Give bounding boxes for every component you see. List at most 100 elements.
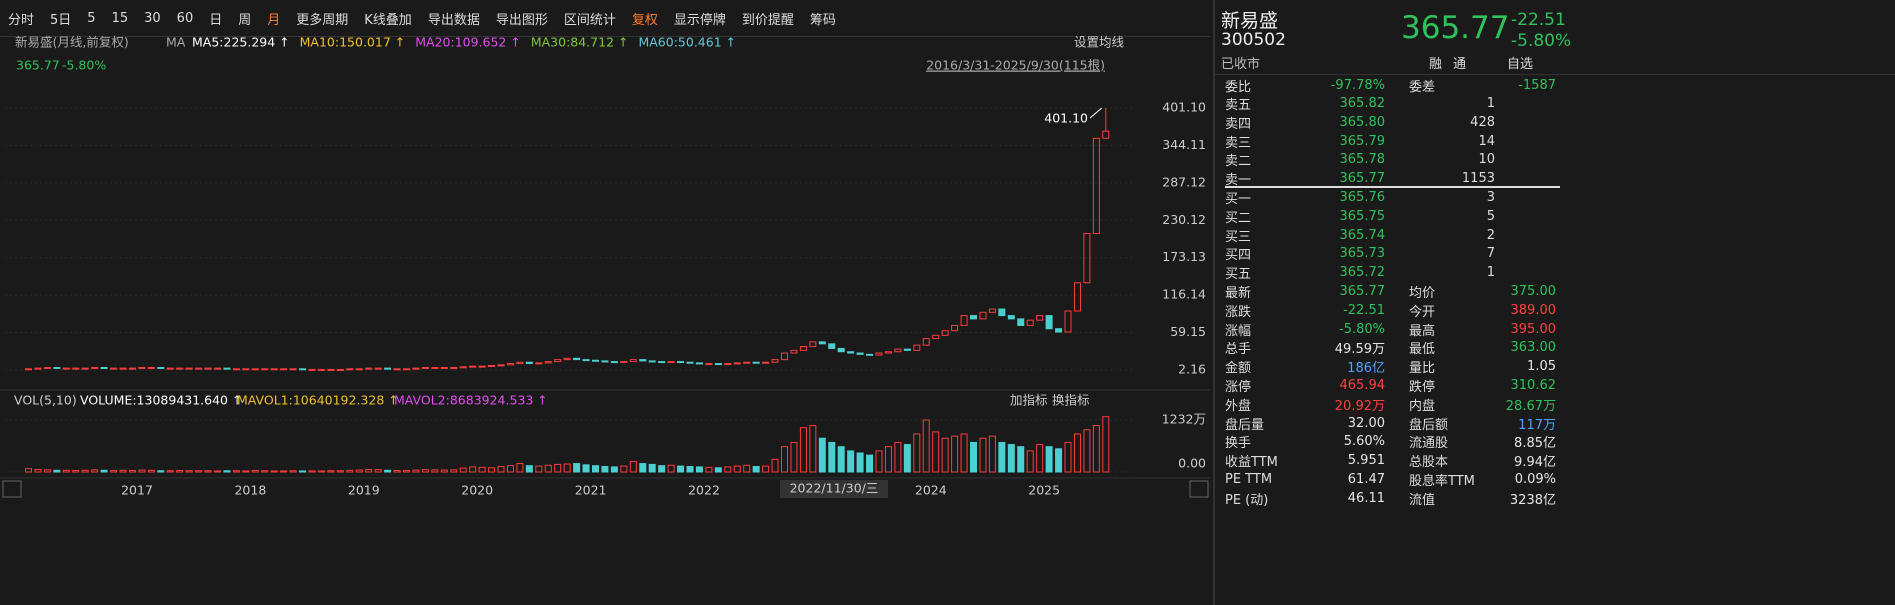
candle bbox=[1073, 282, 1081, 312]
volume-bar bbox=[147, 469, 155, 473]
switch-indicator[interactable]: 换指标 bbox=[1052, 393, 1090, 408]
toolbar-item[interactable]: 30 bbox=[144, 10, 161, 26]
toolbar-item[interactable]: 月 bbox=[267, 12, 281, 28]
volume-bar bbox=[828, 441, 836, 473]
cell: 最新 bbox=[1225, 286, 1252, 301]
candle bbox=[100, 366, 108, 369]
candle bbox=[913, 344, 921, 351]
candle bbox=[743, 361, 751, 364]
scroll-right[interactable] bbox=[1189, 480, 1209, 498]
candle bbox=[299, 368, 307, 371]
toolbar-item[interactable]: 5 bbox=[87, 10, 96, 26]
candle bbox=[431, 366, 439, 369]
quote-row: 外盘 20.92万 内盘 28.67万 bbox=[1225, 395, 1560, 414]
candle bbox=[327, 368, 335, 371]
cell: 465.94 bbox=[1339, 378, 1386, 393]
candle bbox=[799, 345, 807, 351]
volume-bar bbox=[176, 470, 184, 473]
candle bbox=[941, 330, 949, 336]
x-tick-label: 2024 bbox=[915, 483, 947, 498]
candle bbox=[1017, 318, 1025, 326]
cell: 股息率TTM bbox=[1409, 474, 1475, 489]
volume-bar bbox=[724, 466, 732, 473]
x-tick-label: 2022 bbox=[688, 483, 720, 498]
candle bbox=[554, 359, 562, 363]
toolbar-item[interactable]: 导出数据 bbox=[427, 12, 480, 28]
volume-bar bbox=[119, 469, 127, 473]
vol-text: VOLUME:13089431.640 ↑ bbox=[80, 393, 242, 408]
toolbar-item[interactable]: 区间统计 bbox=[563, 12, 616, 28]
volume-bar bbox=[393, 470, 401, 473]
volume-bar bbox=[185, 470, 193, 473]
volume-bar bbox=[733, 465, 741, 473]
toolbar-item[interactable]: 导出图形 bbox=[495, 12, 548, 28]
toolbar-item[interactable]: 日 bbox=[209, 12, 223, 28]
candle bbox=[53, 366, 61, 369]
watch[interactable]: 自选 bbox=[1507, 57, 1534, 72]
stock-code: 300502 bbox=[1221, 30, 1286, 50]
quote-row: 买五 365.72 1 bbox=[1225, 263, 1560, 282]
cell: 最高 bbox=[1409, 323, 1436, 339]
ma-setting[interactable]: 设置均线 bbox=[1074, 35, 1125, 50]
volume-bar bbox=[639, 463, 647, 473]
volume-bar bbox=[34, 468, 42, 473]
toolbar-item[interactable]: 更多周期 bbox=[296, 12, 349, 28]
volume-bar bbox=[62, 469, 70, 473]
toolbar-item[interactable]: 分时 bbox=[8, 12, 35, 28]
quote-row: 最新 365.77 均价 375.00 bbox=[1225, 282, 1560, 301]
annotation-arrow bbox=[1089, 107, 1103, 119]
scroll-left[interactable] bbox=[2, 480, 22, 498]
volume-bar bbox=[970, 441, 977, 473]
volume-bar bbox=[488, 467, 496, 473]
cell: 1 bbox=[1486, 265, 1495, 281]
toolbar-item[interactable]: 筹码 bbox=[809, 12, 836, 28]
add-indicator[interactable]: 加指标 bbox=[1010, 393, 1048, 408]
volume-bar bbox=[1102, 416, 1110, 473]
toolbar-item[interactable]: 5日 bbox=[50, 12, 72, 28]
cell: 流通股 bbox=[1409, 436, 1449, 452]
ma-value: MA10:150.017 ↑ bbox=[300, 35, 406, 50]
candle bbox=[1007, 315, 1015, 320]
candle bbox=[81, 367, 89, 370]
cell: 总手 bbox=[1225, 342, 1252, 358]
x-tick-label: 2020 bbox=[461, 483, 493, 498]
status: 已收市 bbox=[1221, 57, 1261, 72]
toolbar-item[interactable]: 显示停牌 bbox=[673, 12, 726, 28]
volume-bar bbox=[932, 431, 940, 473]
cell: -97.78% bbox=[1330, 78, 1385, 93]
toolbar-item[interactable]: 到价提醒 bbox=[741, 12, 794, 28]
candle bbox=[72, 367, 80, 370]
candle bbox=[232, 368, 240, 371]
candle bbox=[686, 361, 694, 364]
toolbar-item[interactable]: 周 bbox=[238, 12, 252, 28]
toolbar-item[interactable]: 15 bbox=[111, 10, 129, 26]
quote-row: 买四 365.73 7 bbox=[1225, 244, 1560, 263]
candle bbox=[639, 359, 647, 362]
volume-bar bbox=[355, 469, 363, 473]
volume-bar bbox=[346, 469, 354, 473]
cell: 186亿 bbox=[1347, 361, 1385, 377]
candle bbox=[176, 367, 184, 370]
quote-row: 卖二 365.78 10 bbox=[1225, 150, 1560, 169]
volume-bar bbox=[223, 470, 231, 473]
toolbar-item[interactable]: 复权 bbox=[631, 12, 658, 28]
candle bbox=[658, 361, 666, 364]
cell: 买五 bbox=[1225, 267, 1252, 283]
cell: 365.80 bbox=[1339, 114, 1386, 130]
volume-bar bbox=[648, 463, 656, 473]
candle bbox=[705, 363, 713, 366]
y-tick-label: 116.14 bbox=[1162, 287, 1206, 302]
ma-label: MA bbox=[166, 35, 186, 50]
y-tick-label: 173.13 bbox=[1162, 249, 1206, 264]
cell: 9.94亿 bbox=[1514, 455, 1556, 471]
volume-bar bbox=[204, 470, 212, 473]
candle bbox=[922, 338, 930, 346]
quote-row: 委比 -97.78% 委差 -1587 bbox=[1225, 76, 1560, 95]
cell: 46.11 bbox=[1347, 490, 1385, 506]
quote-row: 卖四 365.80 428 bbox=[1225, 113, 1560, 132]
toolbar-item[interactable]: 60 bbox=[176, 10, 194, 26]
volume-bar bbox=[610, 466, 618, 473]
toolbar-item[interactable]: K线叠加 bbox=[364, 12, 412, 28]
volume-bar bbox=[403, 470, 410, 473]
